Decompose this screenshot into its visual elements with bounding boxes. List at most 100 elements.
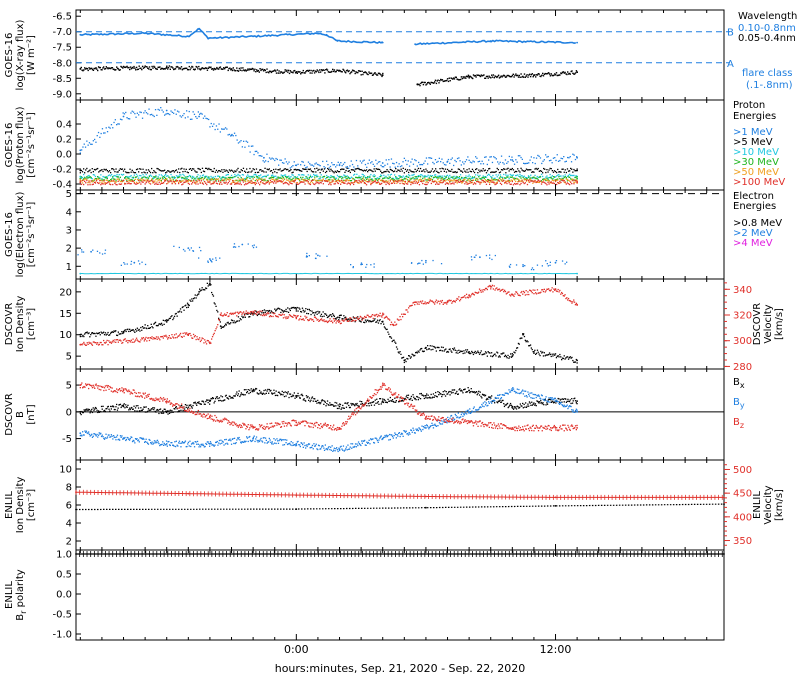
- proton-100mev-series: [99, 180, 100, 181]
- proton-30mev-series: [519, 176, 520, 177]
- proton-50mev-series: [296, 178, 297, 179]
- proton-5mev-series: [557, 169, 558, 170]
- electron-2mev-point: [219, 258, 220, 259]
- proton-100mev-series: [399, 183, 400, 184]
- proton-10mev-series: [158, 176, 159, 177]
- proton-1mev-series: [85, 147, 86, 148]
- proton-5mev-series: [290, 169, 291, 170]
- panel-frame: [76, 190, 724, 279]
- xray-short-series: [533, 76, 534, 77]
- proton-5mev-series: [520, 168, 521, 169]
- dscovr-density-series: [505, 355, 506, 356]
- dscovr-density-series: [190, 301, 191, 302]
- proton-1mev-series: [326, 161, 327, 162]
- proton-30mev-series: [287, 177, 288, 178]
- dscovr-density-series: [261, 312, 262, 313]
- dscovr-velocity-series: [468, 297, 469, 298]
- proton-50mev-series: [409, 178, 410, 179]
- proton-5mev-series: [438, 172, 439, 173]
- proton-1mev-series: [303, 162, 304, 163]
- proton-1mev-series: [178, 111, 179, 112]
- dscovr-density-series: [186, 307, 187, 308]
- proton-30mev-series: [172, 177, 173, 178]
- dscovr-density-series: [243, 316, 244, 317]
- proton-1mev-series: [522, 159, 523, 160]
- proton-100mev-series: [89, 184, 90, 185]
- xray-ylabel: log(X-ray flux): [15, 19, 26, 90]
- proton-50mev-series: [156, 181, 157, 182]
- proton-1mev-series: [450, 159, 451, 160]
- dscovr-density-series: [345, 317, 346, 318]
- xray-legend-title: Wavelength: [738, 11, 797, 22]
- proton-30mev-series: [255, 180, 256, 181]
- dscovr-density-series: [549, 352, 550, 353]
- electron-2mev-point: [248, 243, 249, 244]
- dscovr-density-series: [172, 319, 173, 320]
- dscovr-density-series: [427, 345, 428, 346]
- proton-1mev-series: [544, 159, 545, 160]
- proton-100mev-series: [382, 180, 383, 181]
- proton-5mev-series: [318, 169, 319, 170]
- dscovr-density-series: [386, 329, 387, 330]
- dscovr-velocity-series: [463, 296, 464, 297]
- proton-30mev-series: [285, 176, 286, 177]
- proton-10mev-series: [260, 174, 261, 175]
- dscovr-velocity-series: [371, 316, 372, 317]
- dscovr-velocity-series: [223, 315, 224, 316]
- proton-5mev-series: [307, 171, 308, 172]
- dscovr-density-series: [212, 294, 213, 295]
- xray-short-series: [103, 66, 104, 67]
- proton-1mev-series: [514, 164, 515, 165]
- proton-100mev-series: [385, 184, 386, 185]
- proton-10mev-series: [316, 175, 317, 176]
- dscovr-velocity-tick-label: 280: [733, 362, 752, 373]
- dscovr-density-series: [302, 308, 303, 309]
- dscovr-density-series: [559, 354, 560, 355]
- proton-100mev-series: [112, 184, 113, 185]
- proton-1mev-series: [507, 161, 508, 162]
- proton-5mev-series: [379, 169, 380, 170]
- xray-short-series: [136, 67, 137, 68]
- dscovr-density-series: [477, 351, 478, 352]
- proton-5mev-series: [146, 169, 147, 170]
- proton-5mev-series: [266, 171, 267, 172]
- dscovr-density-series: [207, 283, 208, 284]
- proton-5mev-series: [385, 171, 386, 172]
- electron-2mev-point: [350, 264, 351, 265]
- proton-5mev-series: [406, 171, 407, 172]
- electron-2mev-point: [326, 256, 327, 257]
- proton-50mev-series: [107, 180, 108, 181]
- dscovr-velocity-series: [92, 345, 93, 346]
- dscovr-velocity-series: [429, 301, 430, 302]
- proton-5mev-series: [204, 171, 205, 172]
- proton-1mev-series: [404, 158, 405, 159]
- dscovr-density-series: [503, 352, 504, 353]
- proton-1mev-series: [492, 162, 493, 163]
- proton-1mev-series: [461, 164, 462, 165]
- proton-100mev-series: [80, 180, 81, 181]
- proton-1mev-series: [564, 161, 565, 162]
- electron-2mev-point: [83, 251, 84, 252]
- dscovr-density-series: [286, 311, 287, 312]
- proton-1mev-series: [128, 118, 129, 119]
- proton-100mev-series: [242, 180, 243, 181]
- proton-30mev-series: [554, 177, 555, 178]
- xray-legend-entry: 0.05-0.4nm: [738, 33, 796, 44]
- dscovr-density-series: [377, 320, 378, 321]
- proton-1mev-series: [174, 109, 175, 110]
- dscovr-velocity-series: [363, 318, 364, 319]
- proton-30mev-series: [234, 176, 235, 177]
- proton-30mev-series: [254, 177, 255, 178]
- proton-30mev-series: [81, 176, 82, 177]
- dscovr-velocity-series: [367, 315, 368, 316]
- xray-short-series: [116, 66, 117, 67]
- dscovr-density-series-point: [339, 317, 341, 319]
- xray-short-series: [95, 67, 96, 68]
- dscovr-velocity-series: [259, 312, 260, 313]
- xray-short-series: [438, 82, 439, 83]
- dscovr-density-series: [519, 344, 520, 345]
- proton-10mev-series: [519, 174, 520, 175]
- electron-2mev-series-point: [425, 260, 427, 262]
- proton-100mev-series: [361, 182, 362, 183]
- dscovr-density-series: [285, 311, 286, 312]
